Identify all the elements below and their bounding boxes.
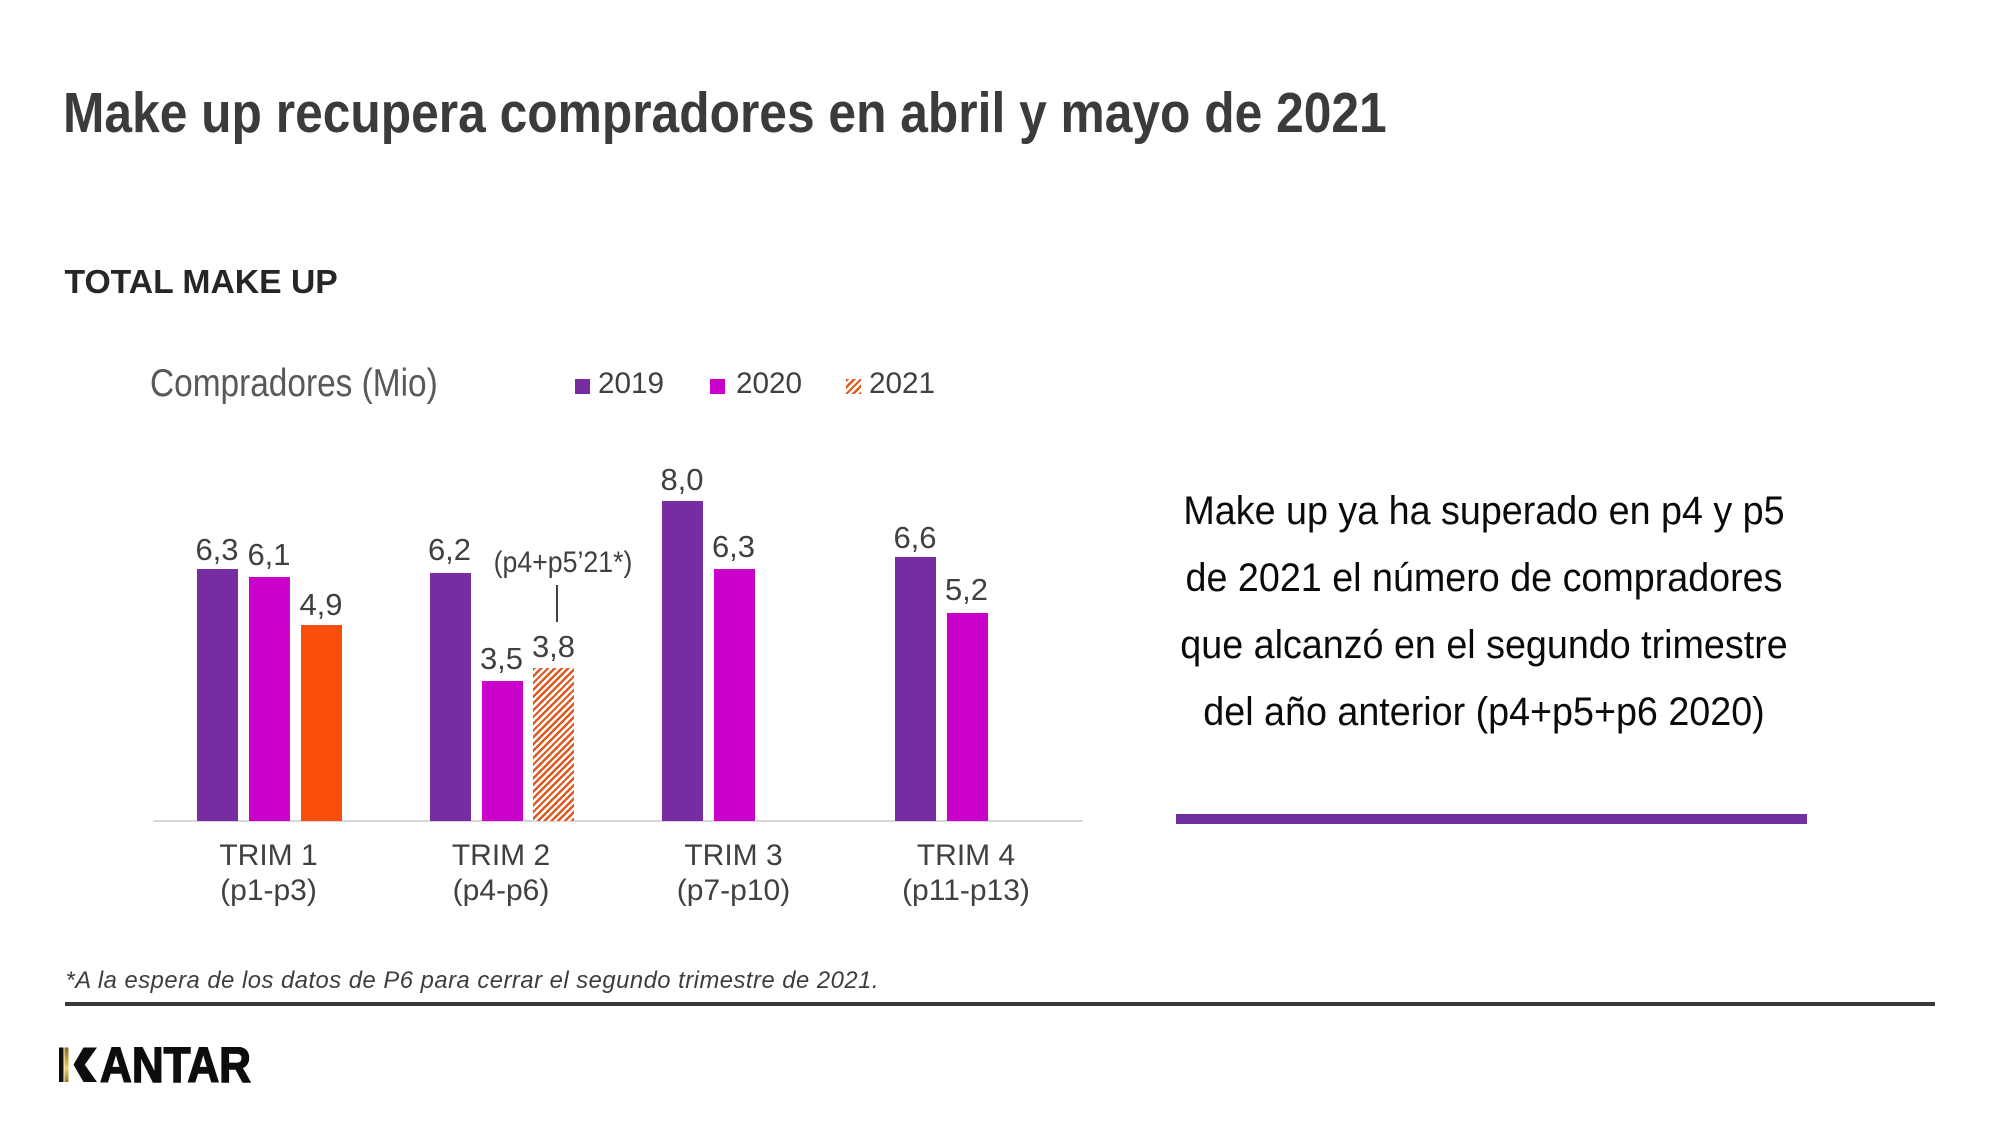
svg-text:ANTAR: ANTAR [100,1047,251,1083]
